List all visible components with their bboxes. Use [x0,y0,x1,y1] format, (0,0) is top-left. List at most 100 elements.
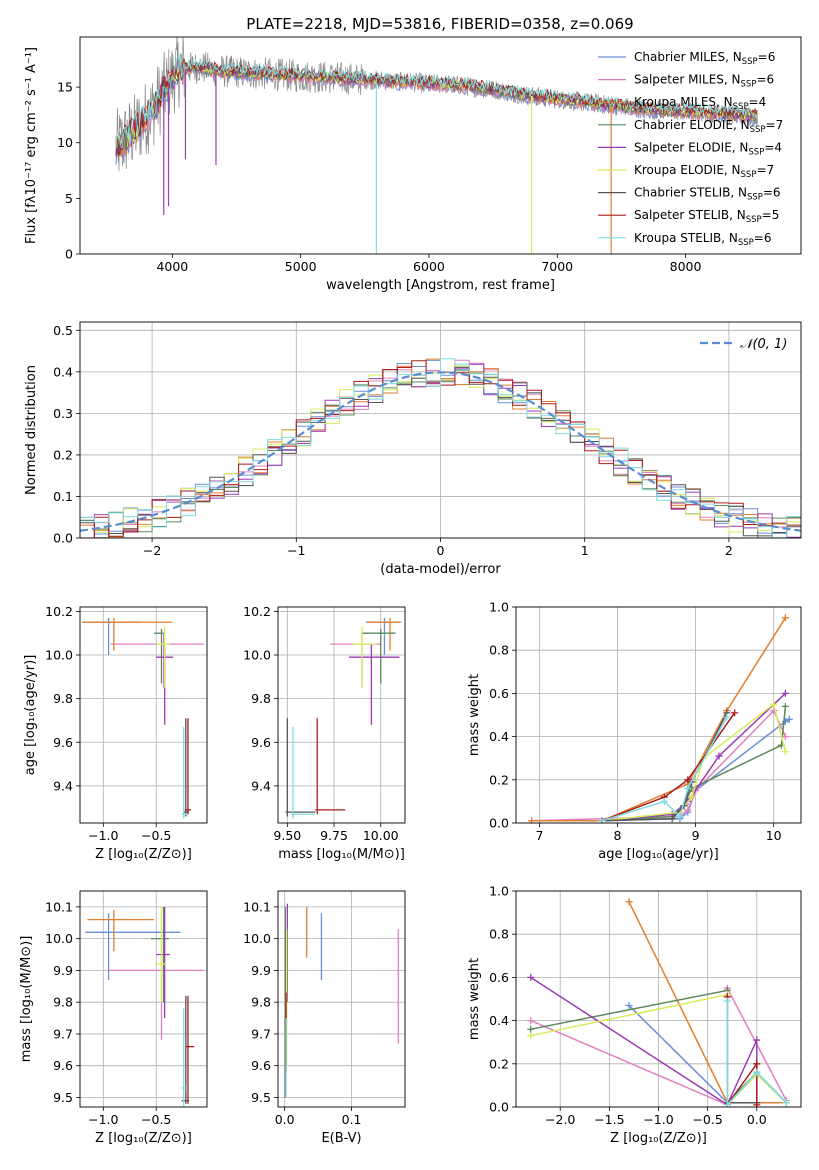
y-tick-label: 0.0 [489,1100,509,1115]
y-tick-label: 0.2 [53,447,73,462]
errorbar-group [82,617,204,819]
model-fit-line-salpeter_stelib [115,60,758,157]
x-tick-label: −2 [143,543,161,558]
axes-frame [79,606,208,824]
x-tick-label: 0.0 [275,1112,295,1127]
series-group [528,614,793,823]
y-tick-label: 9.4 [53,778,73,793]
y-tick-label: 9.9 [251,963,271,978]
y-tick-label: 9.8 [251,995,271,1010]
series-marker [781,689,789,697]
y-tick-label: 0.6 [489,970,509,985]
x-tick-label: 0 [437,543,445,558]
series-marker [723,997,731,1005]
series-marker [753,1068,761,1076]
legend-entry-label: Kroupa STELIB, NSSP=6 [634,231,772,248]
x-tick-label: 0.1 [342,1112,362,1127]
x-tick-label: −1 [287,543,305,558]
series-marker [625,898,633,906]
series-marker [527,1017,535,1025]
x-axis-label: Z [log₁₀(Z/Z⊙)] [95,1131,192,1146]
axes-frame [79,890,208,1108]
spectrum-legend: Chabrier MILES, NSSP=6 Salpeter MILES, NS… [598,50,783,248]
y-axis-label: mass weight [467,958,482,1040]
panel-mass-vs-Z: −1.0 −0.5 9.5 9.6 9.7 9.8 9.9 10.0 10.1 Z [log₁₀(… [19,890,208,1146]
x-tick-label: 7 [535,828,543,843]
x-tick-label: 4000 [156,259,188,274]
panel-residuals: −2 −1 0 1 2 0.0 0.1 0.2 0.3 0.4 0.5 (data-model)/er… [24,321,802,577]
x-tick-label: −2.0 [545,1112,575,1127]
series-marker [684,776,692,784]
series-marker [781,614,789,622]
panel-age-vs-mass: 9.50 9.75 10.00 9.4 9.6 9.8 10.0 10.2 mass [log₁… [243,604,406,862]
errorbar-group [85,906,204,1107]
y-tick-label: 9.5 [53,1090,73,1105]
y-tick-label: 9.8 [53,995,73,1010]
legend-entry-label: Chabrier ELODIE, NSSP=7 [634,118,783,135]
y-tick-label: 0.1 [53,489,73,504]
y-tick-label: 9.6 [53,735,73,750]
y-tick-label: 10.0 [45,648,73,663]
series-marker [781,702,789,710]
series-line-kroupa_elodie [601,702,787,822]
series-marker [598,817,606,823]
y-tick-label: 9.6 [251,735,271,750]
series-marker [782,1099,790,1107]
y-tick-label: 9.8 [251,691,271,706]
y-tick-label: 1.0 [489,884,509,899]
y-axis-label: age [log₁₀(age/yr)] [23,655,38,776]
x-tick-label: −0.5 [692,1112,722,1127]
axes-frame [79,36,802,255]
y-tick-label: 0.4 [489,1013,509,1028]
y-tick-label: 9.4 [251,778,271,793]
x-axis-label: Z [log₁₀(Z/Z⊙)] [610,1131,707,1146]
y-tick-label: 0.8 [489,643,509,658]
y-tick-label: 10.0 [243,931,271,946]
x-tick-label: 7000 [541,259,573,274]
x-tick-label: 1 [581,543,589,558]
series-marker [723,1101,731,1107]
x-axis-label: E(B-V) [321,1131,361,1146]
y-tick-label: 0.3 [53,406,73,421]
y-tick-label: 10.2 [45,604,73,619]
y-tick-label: 0.0 [53,531,73,546]
x-axis-label: age [log₁₀(age/yr)] [598,847,719,862]
x-tick-label: 9.50 [273,828,301,843]
y-tick-label: 0.8 [489,927,509,942]
series-marker [684,806,692,814]
x-tick-label: −1.5 [594,1112,624,1127]
spectrum-lines [115,37,758,254]
y-tick-label: 9.8 [53,691,73,706]
legend-entry-label: Salpeter MILES, NSSP=6 [634,73,774,90]
axes-frame [277,890,406,1108]
series-marker [527,1032,535,1040]
x-axis-label: mass [log₁₀(M/M⊙)] [278,847,405,862]
series-marker [668,815,676,823]
legend-entry-label: Chabrier MILES, NSSP=6 [634,50,775,67]
series-marker [715,752,723,760]
series-marker [731,709,739,717]
x-tick-label: −1.0 [88,1112,118,1127]
x-tick-label: −0.5 [141,1112,171,1127]
y-tick-label: 9.5 [251,1090,271,1105]
series-marker [753,1101,761,1107]
series-marker [676,813,684,821]
series-marker [770,700,778,708]
axes-frame [515,890,802,1108]
legend-entry-label: Chabrier STELIB, NSSP=6 [634,186,781,203]
y-tick-label: 0.0 [489,816,509,831]
x-tick-label: 10.00 [363,828,399,843]
x-tick-label: −0.5 [141,828,171,843]
x-tick-label: 5000 [285,259,317,274]
legend-entry-label: 𝒩(0, 1) [740,337,787,352]
legend-entry-label: Kroupa MILES, NSSP=4 [634,95,766,112]
y-axis-label: Normed distribution [24,365,39,495]
y-tick-label: 0.2 [489,772,509,787]
panel-weight-vs-age: 7 8 9 10 0.0 0.2 0.4 0.6 0.8 1.0 age [log₁₀(age/yr… [467,600,802,862]
y-tick-label: 9.6 [53,1058,73,1073]
y-tick-label: 10.2 [243,604,271,619]
axes-frame [79,321,802,539]
y-tick-label: 5 [65,191,73,206]
normal-distribution-curve [80,371,801,532]
x-tick-label: 8 [614,828,622,843]
